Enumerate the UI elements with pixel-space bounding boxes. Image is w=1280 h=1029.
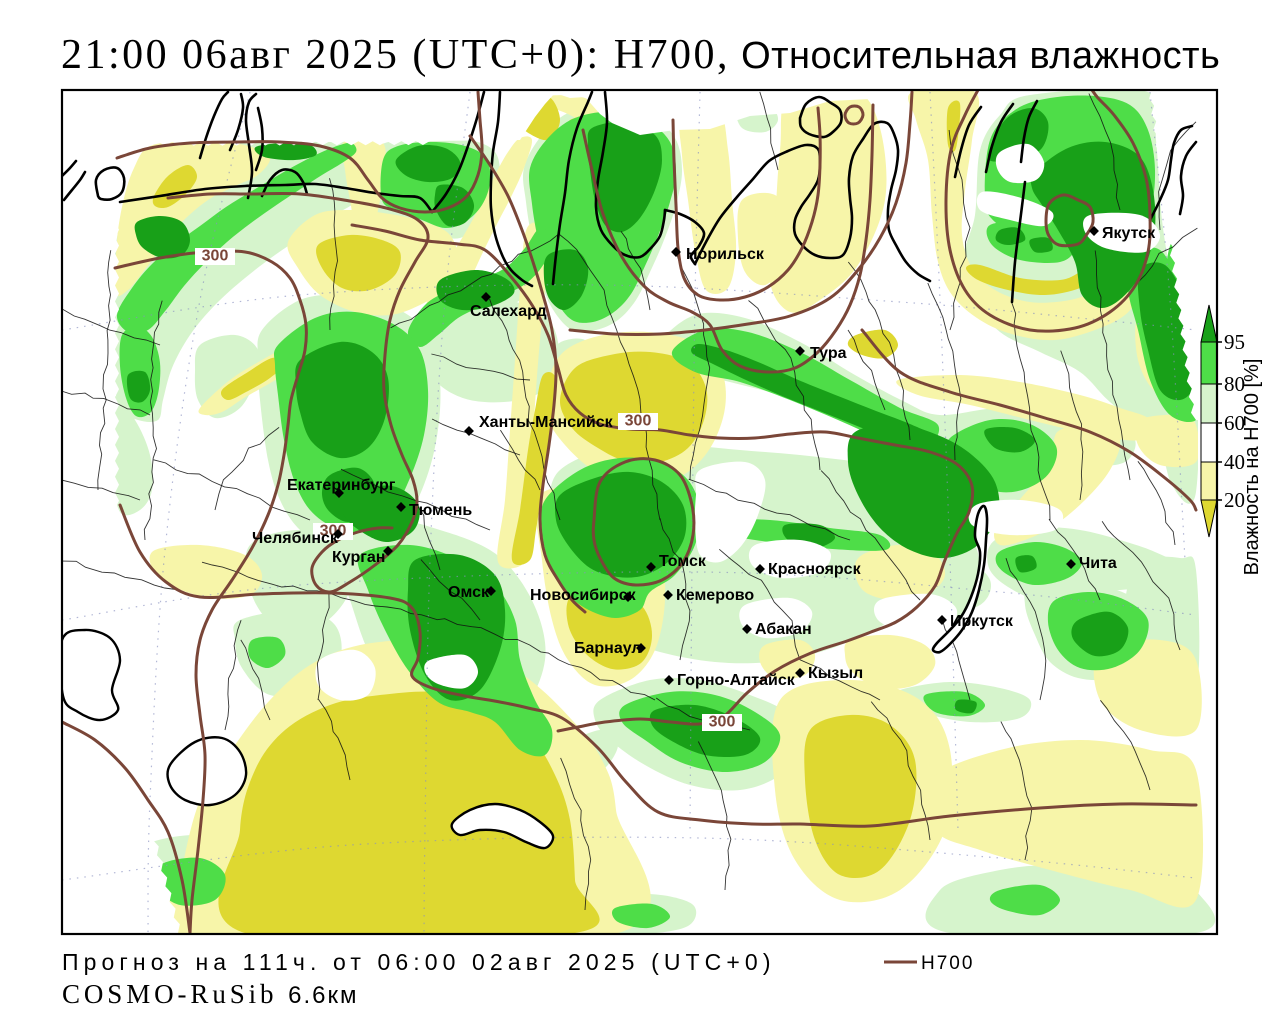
- svg-text:Прогноз на 111ч. от 06:00 02ав: Прогноз на 111ч. от 06:00 02авг 2025 (UT…: [62, 949, 776, 975]
- svg-text:Томск: Томск: [659, 553, 707, 570]
- svg-text:Новосибирск: Новосибирск: [530, 587, 637, 604]
- svg-text:Тура: Тура: [810, 345, 847, 362]
- svg-text:Кызыл: Кызыл: [808, 665, 863, 682]
- svg-text:Челябинск: Челябинск: [252, 530, 339, 547]
- svg-text:Красноярск: Красноярск: [768, 561, 862, 578]
- svg-text:Чита: Чита: [1079, 555, 1117, 572]
- svg-text:Горно-Алтайск: Горно-Алтайск: [677, 672, 796, 689]
- svg-text:Якутск: Якутск: [1102, 225, 1156, 242]
- svg-text:Ханты-Мансийск: Ханты-Мансийск: [479, 414, 614, 431]
- svg-text:80: 80: [1224, 372, 1245, 396]
- svg-text:Влажность на H700 [%]: Влажность на H700 [%]: [1241, 359, 1263, 576]
- svg-text:20: 20: [1224, 488, 1245, 512]
- svg-text:Омск: Омск: [448, 584, 490, 601]
- svg-text:95: 95: [1224, 330, 1245, 354]
- svg-text:Абакан: Абакан: [755, 621, 812, 638]
- svg-text:Барнаул: Барнаул: [574, 640, 642, 657]
- svg-text:Екатеринбург: Екатеринбург: [287, 477, 396, 494]
- svg-text:60: 60: [1224, 411, 1245, 435]
- svg-text:COSMO-RuSib 6.6км: COSMO-RuSib 6.6км: [62, 979, 358, 1009]
- svg-text:H700: H700: [921, 953, 974, 974]
- svg-text:40: 40: [1224, 450, 1245, 474]
- svg-text:Кемерово: Кемерово: [676, 587, 754, 604]
- svg-text:Иркутск: Иркутск: [950, 613, 1014, 630]
- svg-text:21:00 06авг 2025 (UTC+0): H700: 21:00 06авг 2025 (UTC+0): H700, Относите…: [61, 32, 1220, 78]
- svg-text:Курган: Курган: [332, 549, 385, 566]
- svg-text:Норильск: Норильск: [686, 246, 765, 263]
- svg-text:Тюмень: Тюмень: [409, 502, 472, 519]
- svg-text:300: 300: [202, 248, 229, 265]
- svg-text:Салехард: Салехард: [470, 303, 547, 320]
- svg-text:300: 300: [709, 714, 736, 731]
- svg-text:300: 300: [625, 413, 652, 430]
